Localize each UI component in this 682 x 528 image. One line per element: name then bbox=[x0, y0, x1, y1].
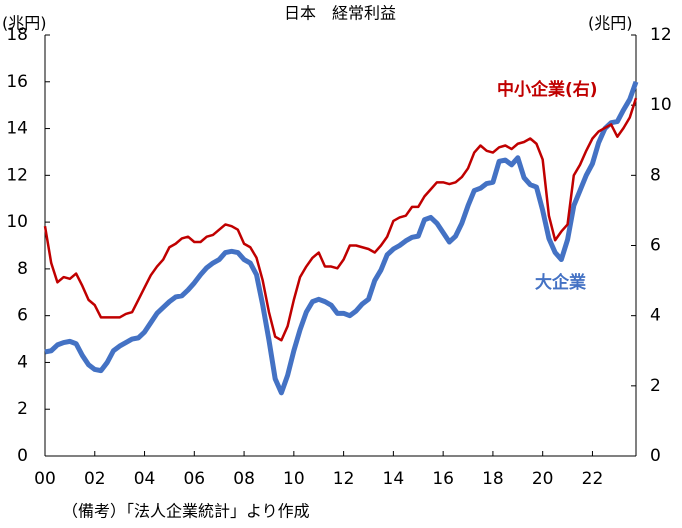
note: （備考）「法人企業統計」より作成 bbox=[62, 502, 310, 521]
y-axis-label: (兆円) bbox=[2, 14, 47, 33]
x-tick-label: 20 bbox=[532, 469, 554, 489]
y2-tick-label: 2 bbox=[650, 376, 661, 396]
y2-axis-label: (兆円) bbox=[588, 14, 633, 33]
y2-tick-label: 12 bbox=[650, 25, 672, 45]
y-tick-label: 10 bbox=[6, 212, 28, 232]
y2-tick-label: 8 bbox=[650, 165, 661, 185]
y-tick-label: 14 bbox=[6, 119, 28, 139]
x-tick-label: 10 bbox=[283, 469, 305, 489]
y2-tick-label: 6 bbox=[650, 236, 661, 256]
y-tick-label: 18 bbox=[6, 25, 28, 45]
x-tick-label: 14 bbox=[383, 469, 405, 489]
series-line bbox=[43, 97, 638, 342]
series-line bbox=[44, 80, 639, 396]
y2-tick-label: 10 bbox=[650, 95, 672, 115]
x-tick-label: 22 bbox=[582, 469, 604, 489]
x-tick-label: 00 bbox=[34, 469, 56, 489]
x-tick-label: 08 bbox=[233, 469, 255, 489]
x-tick-label: 16 bbox=[432, 469, 454, 489]
y-tick-label: 6 bbox=[17, 306, 28, 326]
y-tick-label: 12 bbox=[6, 165, 28, 185]
x-tick-label: 18 bbox=[482, 469, 504, 489]
y-tick-label: 0 bbox=[17, 446, 28, 466]
x-tick-label: 02 bbox=[84, 469, 106, 489]
y2-tick-label: 0 bbox=[650, 446, 661, 466]
y-tick-label: 2 bbox=[17, 399, 28, 419]
x-tick-label: 04 bbox=[134, 469, 156, 489]
y2-tick-label: 4 bbox=[650, 306, 661, 326]
x-tick-label: 06 bbox=[183, 469, 205, 489]
chart-title: 日本 経常利益 bbox=[284, 4, 396, 23]
series-label: 大企業 bbox=[535, 272, 586, 293]
y-tick-label: 8 bbox=[17, 259, 28, 279]
y-tick-label: 4 bbox=[17, 352, 28, 372]
series-label: 中小企業(右) bbox=[497, 79, 598, 100]
y-tick-label: 16 bbox=[6, 72, 28, 92]
x-tick-label: 12 bbox=[333, 469, 355, 489]
